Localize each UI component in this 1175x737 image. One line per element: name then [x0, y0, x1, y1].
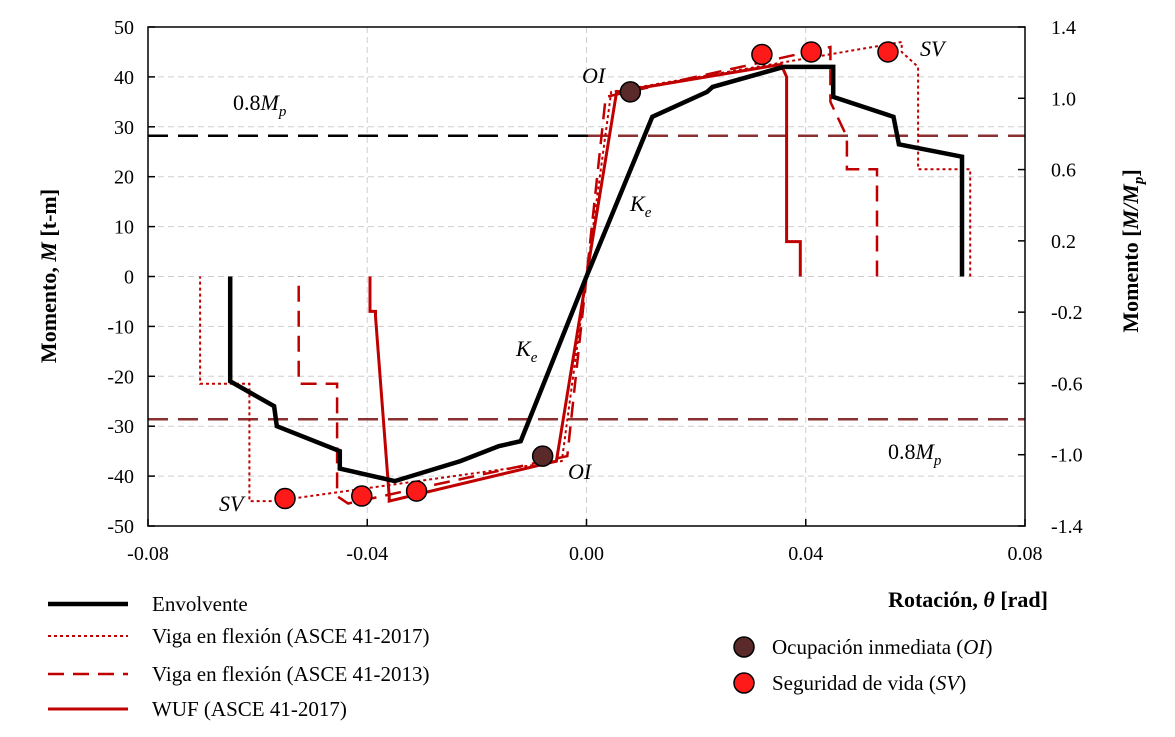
x-tick-label: 0.04: [788, 543, 823, 565]
legend-label-envolvente: Envolvente: [152, 592, 248, 616]
sv-marker: [800, 41, 822, 63]
x-tick-label: 0.00: [569, 543, 604, 565]
legend-label-viga-2017: Viga en flexión (ASCE 41-2017): [152, 624, 430, 648]
reference-lines: [148, 134, 1025, 421]
y2-tick-label: 0.6: [1051, 160, 1076, 182]
y2-tick-label: -0.2: [1051, 302, 1083, 324]
sv-marker: [751, 43, 773, 66]
series-line-viga-en-flexi-n-asce-41-2017: [199, 40, 972, 503]
legend-label-wuf: WUF (ASCE 41-2017): [152, 697, 347, 721]
series-line-viga-en-flexi-n-asce-41-2013: [297, 45, 879, 505]
mp-label-top: 0.8Mp: [233, 90, 287, 120]
tick-labels: -0.08 -0.04 0.00 0.04 0.08 -50 -40 -30 -20 -10 0 10…: [107, 17, 1082, 565]
y2-axis-title: Momento [M/Mp]: [1118, 169, 1147, 332]
ke-label-top: Ke: [629, 191, 652, 221]
grid-lines: [148, 27, 1025, 526]
legend-label-oi: Ocupación inmediata (OI): [772, 635, 992, 659]
data-series: [199, 40, 972, 505]
oi-label-bottom: OI: [568, 459, 593, 484]
y2-tick-label: -0.6: [1051, 373, 1083, 395]
sv-label-top: SV: [920, 36, 947, 61]
x-axis-title: Rotación, θ [rad]: [888, 587, 1048, 612]
y-tick-label: 50: [114, 17, 134, 39]
legend-sv-marker: [733, 672, 755, 694]
y-tick-label: -10: [107, 316, 134, 338]
series-line-wuf-asce-41-2017: [368, 62, 802, 504]
sv-marker: [274, 487, 296, 510]
x-tick-label: 0.08: [1008, 543, 1043, 565]
y-tick-label: 40: [114, 67, 134, 89]
y2-tick-label: -1.0: [1051, 445, 1083, 467]
oi-label-top: OI: [582, 63, 607, 88]
y-tick-label: -30: [107, 416, 134, 438]
legend-oi-marker: [733, 636, 755, 658]
oi-marker: [531, 445, 554, 467]
y-tick-label: 0: [124, 267, 134, 289]
sv-marker: [877, 41, 899, 63]
y2-tick-label: -1.4: [1051, 516, 1083, 538]
x-tick-label: -0.08: [127, 543, 169, 565]
sv-marker: [405, 480, 428, 502]
performance-markers: [274, 41, 899, 510]
y2-tick-label: 0.2: [1051, 231, 1076, 253]
y-axis-title: Momento, M [t-m]: [36, 189, 61, 363]
legend-lines: Envolvente Viga en flexión (ASCE 41-2017…: [48, 592, 430, 721]
y-tick-label: 20: [114, 167, 134, 189]
axis-ticks: [147, 26, 1026, 527]
y-tick-label: -50: [107, 516, 134, 538]
y2-tick-label: 1.0: [1051, 88, 1076, 110]
y-tick-label: -40: [107, 466, 134, 488]
sv-marker: [351, 485, 373, 507]
y2-tick-label: 1.4: [1051, 17, 1076, 39]
mp-label-bottom: 0.8Mp: [888, 439, 942, 469]
oi-marker: [619, 81, 642, 103]
y-tick-label: 10: [114, 217, 134, 239]
legend-label-sv: Seguridad de vida (SV): [772, 671, 966, 695]
y-tick-label: -20: [107, 366, 134, 388]
legend-markers: Ocupación inmediata (OI) Seguridad de vi…: [733, 635, 992, 695]
x-tick-label: -0.04: [346, 543, 388, 565]
series-line-envolvente: [227, 64, 965, 484]
ke-label-bottom: Ke: [515, 336, 538, 366]
y-tick-label: 30: [114, 117, 134, 139]
sv-label-bottom: SV: [219, 491, 246, 516]
legend-label-viga-2013: Viga en flexión (ASCE 41-2013): [152, 662, 430, 686]
